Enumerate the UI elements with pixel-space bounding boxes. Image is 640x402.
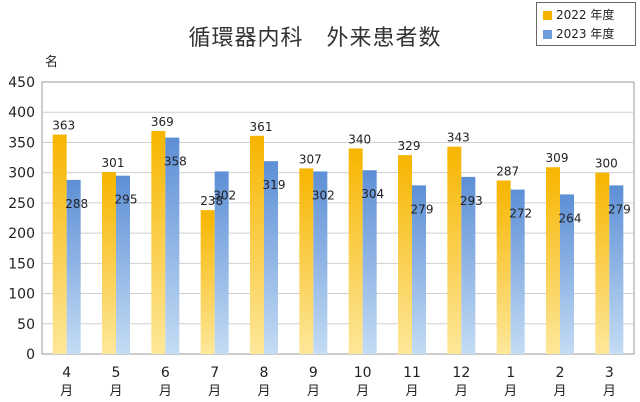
x-tick-label-month: 月 <box>208 384 221 399</box>
y-tick-label: 150 <box>8 256 35 272</box>
bar-2022 <box>496 180 511 354</box>
x-tick-label-month: 月 <box>60 384 73 399</box>
x-tick-label-number: 10 <box>354 365 372 381</box>
legend-label-2023: 2023 年度 <box>556 27 615 41</box>
legend-swatch-2023 <box>543 30 552 39</box>
x-tick-label-number: 11 <box>403 365 421 381</box>
data-label-2022: 369 <box>151 115 174 129</box>
data-label-2022: 300 <box>595 157 618 171</box>
data-label-2022: 238 <box>200 194 223 208</box>
legend-item-2022: 2022 年度 <box>543 7 614 23</box>
bar-2023 <box>510 189 525 354</box>
data-label-2023: 293 <box>460 194 483 208</box>
x-tick-label-number: 6 <box>161 365 170 381</box>
x-tick-label-number: 3 <box>605 365 614 381</box>
bar-2023 <box>165 137 180 354</box>
y-tick-label: 400 <box>8 105 35 121</box>
x-tick-label-month: 月 <box>257 384 270 399</box>
data-label-2023: 288 <box>65 197 88 211</box>
bar-2023 <box>461 176 476 354</box>
data-label-2023: 295 <box>115 193 138 207</box>
x-tick-label-month: 月 <box>307 384 320 399</box>
data-label-2023: 302 <box>213 188 236 202</box>
x-tick-labels: 4 月 5 月 6 月 7 月 8 月 9 月 10 月 11 月 12 月 1 月 2 月 3 月 <box>60 365 616 399</box>
data-label-2022: 287 <box>496 165 519 179</box>
bar-2023 <box>313 171 328 354</box>
bar-2022 <box>102 172 116 354</box>
legend-swatch-2022 <box>543 11 552 20</box>
x-tick-label-number: 4 <box>62 365 71 381</box>
data-label-2022: 343 <box>447 131 470 145</box>
bar-2022 <box>595 172 610 354</box>
bar-2023 <box>609 185 624 354</box>
data-label-2022: 307 <box>299 152 322 166</box>
x-tick-label-number: 2 <box>556 365 565 381</box>
y-tick-labels: 0 50 100 150 200 250 300 350 400 450 <box>8 75 35 363</box>
x-tick-label-number: 1 <box>506 365 515 381</box>
data-label-2023: 272 <box>509 207 532 221</box>
plot-area <box>41 81 635 355</box>
x-tick-label-month: 月 <box>504 384 517 399</box>
x-tick-label-number: 12 <box>452 365 470 381</box>
legend: 2022 年度 2023 年度 <box>536 2 636 46</box>
x-tick-label-month: 月 <box>603 384 616 399</box>
y-tick-label: 450 <box>8 75 35 91</box>
x-tick-label-number: 9 <box>309 365 318 381</box>
x-tick-label-month: 月 <box>356 384 369 399</box>
chart-title: 循環器内科 外来患者数 <box>188 26 442 51</box>
bar-2023 <box>412 185 426 354</box>
y-tick-label: 50 <box>17 317 35 333</box>
bar-2023 <box>264 161 278 354</box>
data-label-2022: 329 <box>398 139 421 153</box>
data-label-2023: 279 <box>411 202 434 216</box>
data-label-2023: 279 <box>608 202 631 216</box>
bar-2022 <box>52 134 67 354</box>
data-label-2023: 264 <box>559 211 582 225</box>
x-tick-label-month: 月 <box>455 384 468 399</box>
bar-2023 <box>362 170 377 354</box>
bar-2022 <box>447 146 462 354</box>
y-tick-label: 350 <box>8 135 35 151</box>
x-tick-label-number: 5 <box>112 365 121 381</box>
bar-2022 <box>348 148 363 354</box>
data-label-2022: 340 <box>348 132 371 146</box>
y-tick-label: 0 <box>26 347 35 363</box>
data-label-2022: 301 <box>102 156 125 170</box>
x-tick-label-month: 月 <box>159 384 172 399</box>
x-tick-label-number: 7 <box>210 365 219 381</box>
gridlines <box>42 111 634 325</box>
y-axis-label: 名 <box>45 54 58 70</box>
bar-2022 <box>299 168 314 354</box>
bars <box>52 130 624 354</box>
data-label-2023: 304 <box>361 187 384 201</box>
data-label-2022: 309 <box>546 151 569 165</box>
x-tick-label-number: 8 <box>260 365 269 381</box>
bar-2022 <box>200 210 215 354</box>
y-tick-label: 250 <box>8 196 35 212</box>
bar-2023 <box>116 175 130 354</box>
y-tick-label: 100 <box>8 287 35 303</box>
data-label-2023: 319 <box>263 178 286 192</box>
x-tick-label-month: 月 <box>553 384 566 399</box>
bar-2022 <box>546 167 560 354</box>
data-labels: 3632883012953693582383023613193073023403… <box>52 115 631 225</box>
data-label-2023: 302 <box>312 188 335 202</box>
legend-label-2022: 2022 年度 <box>556 8 615 22</box>
bar-2023 <box>214 171 229 354</box>
y-tick-label: 300 <box>8 166 35 182</box>
data-label-2022: 361 <box>250 120 273 134</box>
bar-2023 <box>560 194 574 354</box>
data-label-2023: 358 <box>164 155 187 169</box>
bar-2022 <box>250 135 264 354</box>
x-tick-label-month: 月 <box>109 384 122 399</box>
x-tick-label-month: 月 <box>405 384 418 399</box>
data-label-2022: 363 <box>52 119 75 133</box>
legend-item-2023: 2023 年度 <box>543 26 614 42</box>
y-tick-label: 200 <box>8 226 35 242</box>
bar-2022 <box>398 155 412 354</box>
bar-2022 <box>151 130 166 354</box>
bar-2023 <box>66 179 81 354</box>
